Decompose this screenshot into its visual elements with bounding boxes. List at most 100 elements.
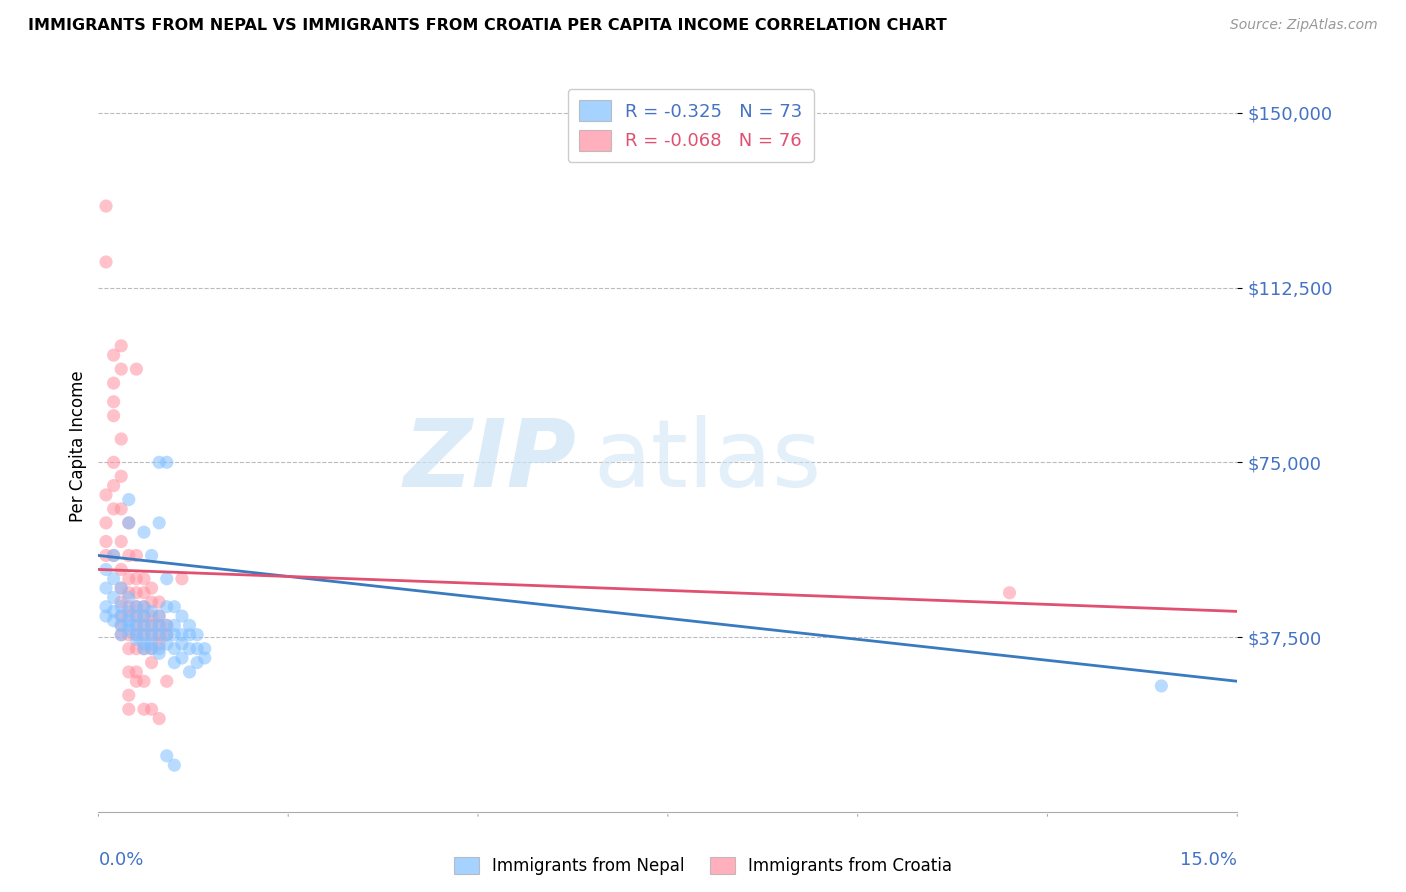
- Nepal: [141, 628, 163, 642]
- Nepal: [125, 628, 148, 642]
- Nepal: [141, 549, 163, 563]
- Croatia: [998, 586, 1021, 600]
- Nepal: [141, 637, 163, 651]
- Nepal: [141, 641, 163, 656]
- Croatia: [141, 628, 163, 642]
- Nepal: [132, 637, 155, 651]
- Nepal: [141, 604, 163, 618]
- Nepal: [125, 599, 148, 614]
- Croatia: [118, 628, 141, 642]
- Croatia: [132, 628, 155, 642]
- Croatia: [148, 712, 170, 726]
- Croatia: [110, 609, 132, 624]
- Nepal: [170, 609, 193, 624]
- Croatia: [118, 665, 141, 679]
- Text: ZIP: ZIP: [404, 415, 576, 507]
- Nepal: [194, 641, 217, 656]
- Croatia: [110, 581, 132, 595]
- Croatia: [125, 362, 148, 376]
- Nepal: [163, 656, 186, 670]
- Croatia: [148, 609, 170, 624]
- Nepal: [94, 609, 117, 624]
- Nepal: [110, 618, 132, 632]
- Croatia: [103, 502, 125, 516]
- Nepal: [110, 609, 132, 624]
- Croatia: [148, 595, 170, 609]
- Nepal: [148, 618, 170, 632]
- Nepal: [170, 637, 193, 651]
- Croatia: [103, 455, 125, 469]
- Croatia: [118, 572, 141, 586]
- Croatia: [125, 572, 148, 586]
- Nepal: [94, 562, 117, 576]
- Nepal: [186, 656, 208, 670]
- Nepal: [118, 614, 141, 628]
- Nepal: [1150, 679, 1173, 693]
- Croatia: [110, 502, 132, 516]
- Nepal: [163, 628, 186, 642]
- Nepal: [132, 599, 155, 614]
- Croatia: [103, 394, 125, 409]
- Croatia: [148, 637, 170, 651]
- Croatia: [118, 702, 141, 716]
- Croatia: [110, 562, 132, 576]
- Nepal: [148, 516, 170, 530]
- Nepal: [103, 572, 125, 586]
- Nepal: [118, 604, 141, 618]
- Croatia: [132, 674, 155, 689]
- Croatia: [141, 656, 163, 670]
- Text: Source: ZipAtlas.com: Source: ZipAtlas.com: [1230, 18, 1378, 32]
- Nepal: [148, 609, 170, 624]
- Nepal: [186, 628, 208, 642]
- Nepal: [103, 604, 125, 618]
- Nepal: [141, 618, 163, 632]
- Croatia: [148, 628, 170, 642]
- Nepal: [118, 492, 141, 507]
- Croatia: [110, 362, 132, 376]
- Nepal: [132, 641, 155, 656]
- Nepal: [103, 549, 125, 563]
- Croatia: [132, 702, 155, 716]
- Nepal: [163, 758, 186, 772]
- Nepal: [148, 628, 170, 642]
- Nepal: [94, 581, 117, 595]
- Croatia: [125, 549, 148, 563]
- Croatia: [125, 609, 148, 624]
- Nepal: [132, 618, 155, 632]
- Croatia: [141, 581, 163, 595]
- Croatia: [125, 618, 148, 632]
- Croatia: [170, 572, 193, 586]
- Croatia: [156, 628, 179, 642]
- Croatia: [118, 516, 141, 530]
- Nepal: [125, 609, 148, 624]
- Croatia: [94, 255, 117, 269]
- Croatia: [103, 376, 125, 390]
- Croatia: [141, 609, 163, 624]
- Nepal: [103, 591, 125, 605]
- Nepal: [94, 599, 117, 614]
- Croatia: [110, 534, 132, 549]
- Croatia: [118, 641, 141, 656]
- Croatia: [118, 586, 141, 600]
- Croatia: [103, 409, 125, 423]
- Croatia: [94, 516, 117, 530]
- Nepal: [125, 632, 148, 647]
- Nepal: [156, 618, 179, 632]
- Y-axis label: Per Capita Income: Per Capita Income: [69, 370, 87, 522]
- Croatia: [125, 674, 148, 689]
- Nepal: [118, 623, 141, 637]
- Croatia: [110, 432, 132, 446]
- Nepal: [148, 455, 170, 469]
- Nepal: [179, 641, 201, 656]
- Nepal: [170, 651, 193, 665]
- Nepal: [103, 614, 125, 628]
- Croatia: [94, 488, 117, 502]
- Croatia: [132, 609, 155, 624]
- Nepal: [179, 628, 201, 642]
- Nepal: [156, 748, 179, 763]
- Nepal: [194, 651, 217, 665]
- Croatia: [103, 478, 125, 492]
- Nepal: [148, 646, 170, 660]
- Croatia: [94, 199, 117, 213]
- Croatia: [141, 641, 163, 656]
